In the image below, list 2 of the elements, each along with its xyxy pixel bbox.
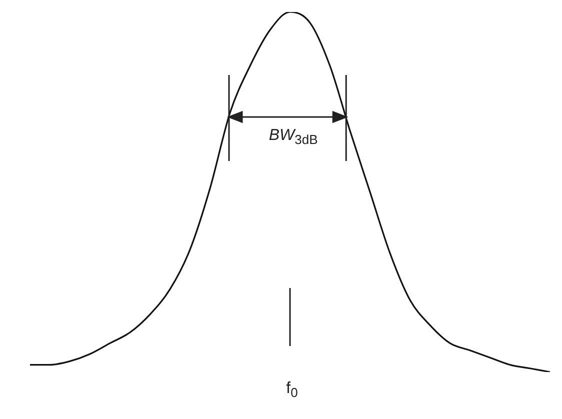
- text: f$_{0}$: [286, 380, 298, 400]
- annotation: BW$_{3dB}$: [268, 127, 318, 148]
